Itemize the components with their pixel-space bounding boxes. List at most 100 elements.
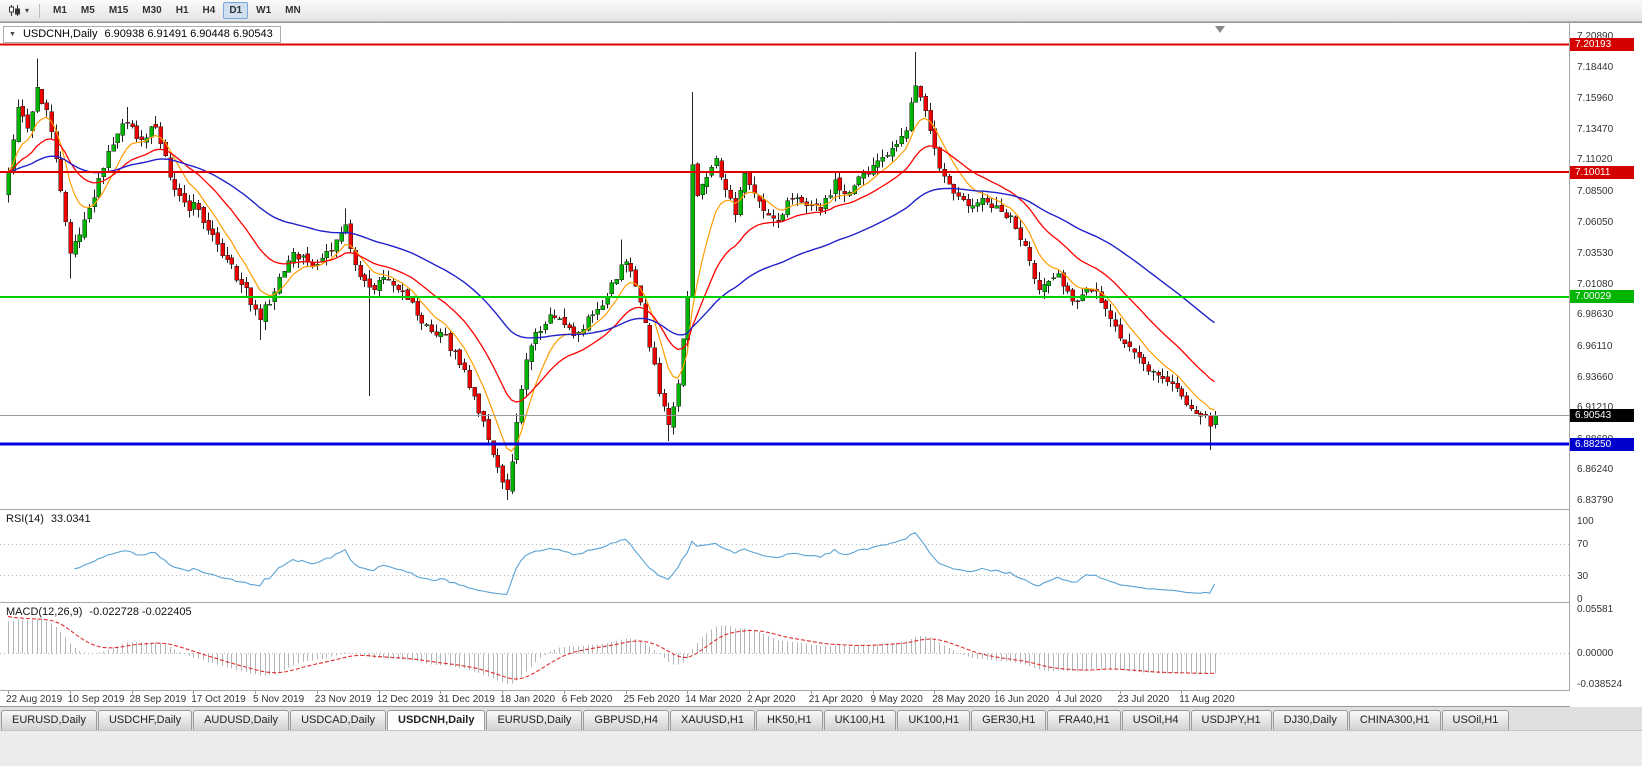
rsi-panel-label: RSI(14) 33.0341 [6,513,91,525]
price-scale-label: 7.01080 [1577,278,1614,290]
date-tick [810,691,812,694]
chart-tab-usdcad-daily[interactable]: USDCAD,Daily [290,710,387,730]
date-tick [316,691,318,694]
date-tick [934,691,936,694]
chevron-down-icon: ▾ [25,6,30,15]
rsi-value: 33.0341 [50,513,91,525]
pane-divider[interactable] [0,509,1642,510]
chart-tab-xauusd-h1[interactable]: XAUUSD,H1 [669,710,755,730]
macd-label: MACD(12,26,9) [6,606,83,618]
date-tick [872,691,874,694]
date-tick [378,691,380,694]
timeframe-button-m1[interactable]: M1 [53,5,67,16]
chart-ohlc-values: 6.90938 6.91491 6.90448 6.90543 [104,28,273,40]
status-strip [0,730,1642,766]
date-label: 18 Jan 2020 [500,694,556,705]
chart-tab-usdjpy-h1[interactable]: USDJPY,H1 [1190,710,1272,730]
rsi-label: RSI(14) [6,513,44,525]
date-tick [1181,691,1183,694]
price-scale-label: 6.96110 [1577,340,1613,352]
chart-tab-audusd-daily[interactable]: AUDUSD,Daily [193,710,290,730]
chart-tab-uk100-h1[interactable]: UK100,H1 [823,710,897,730]
chart-title-box: ▼ USDCNH,Daily 6.90938 6.91491 6.90448 6… [3,26,281,43]
chart-tab-eurusd-daily[interactable]: EURUSD,Daily [1,710,97,730]
date-label: 22 Aug 2019 [6,694,63,705]
chart-tab-usdchf-daily[interactable]: USDCHF,Daily [97,710,193,730]
date-tick [625,691,627,694]
macd-scale-label: -0.038524 [1577,679,1623,690]
date-tick [440,691,442,694]
date-label: 25 Feb 2020 [623,694,680,705]
date-label: 16 Jun 2020 [994,694,1050,705]
chart-tab-dj30-daily[interactable]: DJ30,Daily [1272,710,1348,730]
date-label: 17 Oct 2019 [191,694,246,705]
price-scale-label: 6.98630 [1577,309,1614,321]
price-scale-label: 6.91210 [1577,402,1614,414]
date-label: 4 Jul 2020 [1055,694,1102,705]
rsi-scale-label: 30 [1577,570,1589,582]
price-scale-label: 6.93660 [1577,371,1614,383]
rsi-indicator-canvas[interactable] [0,510,1569,602]
price-chart-canvas[interactable] [0,23,1569,509]
timeframe-button-d1[interactable]: D1 [223,2,249,19]
chart-tab-usoil-h4[interactable]: USOil,H4 [1121,710,1190,730]
chart-window: ▼ USDCNH,Daily 6.90938 6.91491 6.90448 6… [0,22,1642,707]
macd-scale-label: 0.05581 [1577,604,1614,615]
timeframe-button-mn[interactable]: MN [285,5,301,16]
timeframe-button-m30[interactable]: M30 [142,5,162,16]
date-label: 14 Mar 2020 [685,694,742,705]
date-label: 31 Dec 2019 [438,694,495,705]
macd-indicator-canvas[interactable] [0,603,1569,690]
scale-separator [1569,23,1570,690]
date-tick [8,691,9,694]
macd-values: -0.022728 -0.022405 [89,606,192,618]
chart-type-button[interactable]: ▾ [4,3,33,18]
date-label: 12 Dec 2019 [376,694,434,705]
chart-shift-marker[interactable] [1215,26,1225,33]
date-tick [193,691,195,694]
timeframe-button-h4[interactable]: H4 [202,5,216,16]
top-toolbar: ▾ M1 M5 M15 M30 H1 H4 D1 W1 MN [0,0,1642,22]
price-scale-label: 7.08500 [1577,185,1614,197]
date-tick [131,691,133,694]
chart-tab-ger30-h1[interactable]: GER30,H1 [971,710,1047,730]
chart-tab-gbpusd-h4[interactable]: GBPUSD,H4 [583,710,669,730]
date-label: 10 Sep 2019 [67,694,125,705]
date-axis[interactable]: 22 Aug 2019 10 Sep 2019 28 Sep 2019 17 Oct … [0,691,1569,707]
timeframe-button-m15[interactable]: M15 [108,5,129,16]
date-label: 6 Feb 2020 [561,694,613,705]
date-label: 28 May 2020 [932,694,991,705]
date-label: 9 May 2020 [870,694,923,705]
timeframe-button-h1[interactable]: H1 [175,5,189,16]
toolbar-separator [39,3,41,18]
date-tick [1119,691,1121,694]
chart-tab-usoil-h1[interactable]: USOil,H1 [1441,710,1510,730]
price-scale-label: 7.18440 [1577,61,1614,73]
chart-tab-usdcnh-daily[interactable]: USDCNH,Daily [387,710,486,730]
date-tick [749,691,750,694]
price-level-badge: 6.90543 [1570,409,1634,423]
price-scale[interactable]: 7.20890 7.18440 7.15960 7.13470 7.11020 7.085… [1570,23,1642,707]
timeframe-button-w1[interactable]: W1 [256,5,272,16]
chart-tab-china300-h1[interactable]: CHINA300,H1 [1348,710,1441,730]
price-scale-label: 7.03530 [1577,248,1614,260]
chart-tab-uk100-h1[interactable]: UK100,H1 [897,710,971,730]
rsi-scale-label: 70 [1577,539,1589,551]
rsi-scale-label: 0 [1577,594,1583,605]
macd-scale-label: 0.00000 [1577,648,1614,660]
chart-tab-hk50-h1[interactable]: HK50,H1 [755,710,823,730]
price-level-badge: 6.88250 [1570,437,1634,451]
date-tick [69,691,71,694]
pane-divider [0,690,1642,691]
timeframe-button-m5[interactable]: M5 [80,5,95,16]
chart-tab-fra40-h1[interactable]: FRA40,H1 [1047,710,1121,730]
rsi-scale-label: 100 [1577,516,1594,527]
symbol-dropdown-icon[interactable]: ▼ [9,30,16,38]
price-scale-label: 7.13470 [1577,123,1614,135]
chart-tab-eurusd-daily[interactable]: EURUSD,Daily [486,710,583,730]
timeframe-button-group: M1 M5 M15 M30 H1 H4 D1 W1 MN [46,2,308,19]
candlestick-chart-icon [9,5,20,16]
date-label: 21 Apr 2020 [808,694,863,705]
pane-divider[interactable] [0,602,1642,603]
price-scale-label: 7.20890 [1577,31,1614,42]
